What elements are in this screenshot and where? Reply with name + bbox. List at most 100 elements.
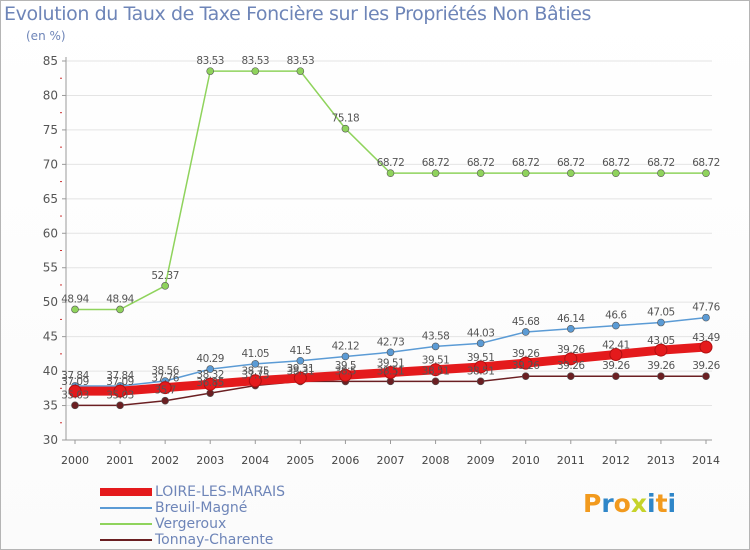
data-label: 39.31 xyxy=(287,363,315,375)
legend-label-breuil: Breuil-Magné xyxy=(155,500,248,516)
data-point xyxy=(206,365,215,373)
data-label: 35.7 xyxy=(154,385,175,397)
x-tick-label: 2014 xyxy=(692,454,720,467)
x-tick-label: 2001 xyxy=(106,454,134,467)
data-point xyxy=(113,384,127,398)
data-point xyxy=(338,368,352,382)
data-point xyxy=(68,384,82,398)
data-label: 38.32 xyxy=(196,369,224,381)
data-point xyxy=(429,363,443,377)
data-label: 38.51 xyxy=(467,365,495,377)
unit-label: (en %) xyxy=(26,29,66,43)
data-point xyxy=(116,305,124,314)
logo-letter: i xyxy=(647,489,656,518)
data-label: 43.49 xyxy=(692,332,720,344)
data-point xyxy=(476,169,485,177)
data-label: 35.03 xyxy=(61,389,89,401)
data-label: 48.94 xyxy=(106,293,134,305)
data-label: 43.05 xyxy=(647,335,675,347)
data-label: 42.73 xyxy=(377,336,405,348)
data-point xyxy=(521,328,530,336)
x-tick-label: 2006 xyxy=(331,454,359,467)
data-label: 37.84 xyxy=(106,370,134,382)
logo-letter: r xyxy=(601,489,614,518)
data-label: 38.31 xyxy=(287,365,315,377)
data-label: 46.14 xyxy=(557,313,585,325)
data-label: 38.51 xyxy=(377,365,405,377)
data-point xyxy=(71,401,79,410)
data-label: 40.29 xyxy=(196,353,224,365)
data-label: 37.09 xyxy=(106,376,134,388)
legend-swatch-breuil xyxy=(100,507,152,509)
data-point xyxy=(476,339,485,348)
chart-title: Evolution du Taux de Taxe Foncière sur l… xyxy=(4,3,592,25)
data-point xyxy=(702,169,710,177)
data-point xyxy=(612,321,620,330)
y-tick-label: 65 xyxy=(43,192,58,206)
data-point xyxy=(476,377,485,386)
data-point xyxy=(251,67,260,75)
data-label: 68.72 xyxy=(692,157,720,169)
data-point xyxy=(702,313,710,322)
data-point xyxy=(521,169,530,177)
data-point xyxy=(384,365,397,379)
logo-letter: i xyxy=(667,489,677,518)
data-point xyxy=(158,381,172,395)
x-tick-label: 2008 xyxy=(422,454,450,467)
legend-label-vergeroux: Vergeroux xyxy=(155,516,227,532)
data-point xyxy=(341,352,350,361)
y-tick-label: 75 xyxy=(43,123,58,137)
x-tick-label: 2007 xyxy=(377,454,405,467)
data-point xyxy=(612,169,620,177)
data-label: 37.09 xyxy=(61,376,89,388)
data-point xyxy=(161,396,169,405)
data-label: 39.51 xyxy=(422,355,450,367)
data-point xyxy=(474,360,488,374)
data-label: 44.03 xyxy=(467,327,495,339)
legend-swatch-vergeroux xyxy=(100,523,152,525)
data-label: 42.41 xyxy=(602,339,630,351)
data-point xyxy=(612,372,620,380)
logo-letter: x xyxy=(630,489,647,518)
x-tick-label: 2011 xyxy=(557,454,585,467)
data-label: 42.12 xyxy=(332,340,360,352)
data-label: 75.18 xyxy=(332,113,360,125)
data-label: 39.51 xyxy=(377,357,405,369)
data-label: 39.26 xyxy=(512,348,540,360)
x-tick-label: 2012 xyxy=(602,454,630,467)
data-label: 41.05 xyxy=(242,348,270,360)
legend-label-tonnay: Tonnay-Charente xyxy=(155,532,274,548)
logo-letter: P xyxy=(583,489,602,518)
y-tick-label: 60 xyxy=(43,226,58,240)
data-label: 52.37 xyxy=(151,270,179,282)
data-label: 68.72 xyxy=(557,157,585,169)
data-label: 37.84 xyxy=(61,370,89,382)
data-label: 39.26 xyxy=(647,360,675,372)
y-tick-label: 45 xyxy=(43,330,58,344)
data-point xyxy=(251,360,260,368)
y-tick-label: 30 xyxy=(43,433,58,447)
data-label: 68.72 xyxy=(467,157,495,169)
data-point xyxy=(206,67,215,75)
data-label: 39.26 xyxy=(557,360,585,372)
data-label: 68.72 xyxy=(647,157,675,169)
data-point xyxy=(657,318,665,327)
legend-swatch-loire xyxy=(100,488,152,496)
data-label: 47.76 xyxy=(692,302,720,314)
data-label: 39.51 xyxy=(467,352,495,364)
data-label: 39.26 xyxy=(557,344,585,356)
data-point xyxy=(161,282,169,290)
data-label: 37.75 xyxy=(242,370,270,382)
data-point xyxy=(203,377,217,391)
data-point xyxy=(657,169,665,177)
legend-label-loire: LOIRE-LES-MARAIS xyxy=(155,484,286,500)
y-tick-label: 50 xyxy=(43,295,58,309)
logo-letter: o xyxy=(613,489,631,518)
data-point xyxy=(116,401,124,410)
data-point xyxy=(341,124,350,133)
data-point xyxy=(566,169,575,177)
x-tick-label: 2005 xyxy=(286,454,314,467)
data-label: 83.53 xyxy=(196,55,224,67)
